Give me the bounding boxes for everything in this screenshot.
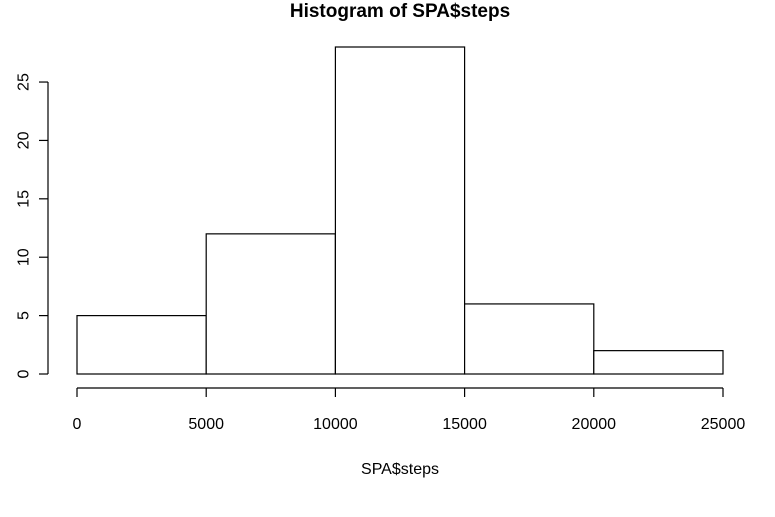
y-tick-label-1: 5 (16, 311, 33, 320)
histogram-bar-4 (593, 350, 724, 375)
x-tick-label-1: 5000 (188, 416, 224, 433)
x-tick-label-3: 15000 (442, 416, 487, 433)
histogram-bar-3 (464, 303, 595, 375)
bars-group (76, 46, 724, 375)
x-tick-label-4: 20000 (572, 416, 617, 433)
x-tick-label-5: 25000 (701, 416, 746, 433)
histogram-bar-1 (205, 233, 336, 375)
y-tick-label-3: 15 (16, 190, 33, 208)
y-axis: 0 5 10 15 20 25 (16, 73, 49, 378)
chart-title: Histogram of SPA$steps (290, 1, 510, 22)
y-tick-label-2: 10 (16, 248, 33, 266)
y-tick-label-0: 0 (16, 369, 33, 378)
x-axis: 0 5000 10000 15000 20000 25000 (73, 387, 746, 433)
histogram-bar-0 (76, 315, 207, 375)
y-tick-label-4: 20 (16, 131, 33, 149)
x-tick-label-0: 0 (73, 416, 82, 433)
x-tick-label-2: 10000 (313, 416, 358, 433)
y-tick-label-5: 25 (16, 73, 33, 91)
x-axis-label: SPA$steps (361, 461, 439, 478)
histogram-bar-2 (334, 46, 466, 375)
